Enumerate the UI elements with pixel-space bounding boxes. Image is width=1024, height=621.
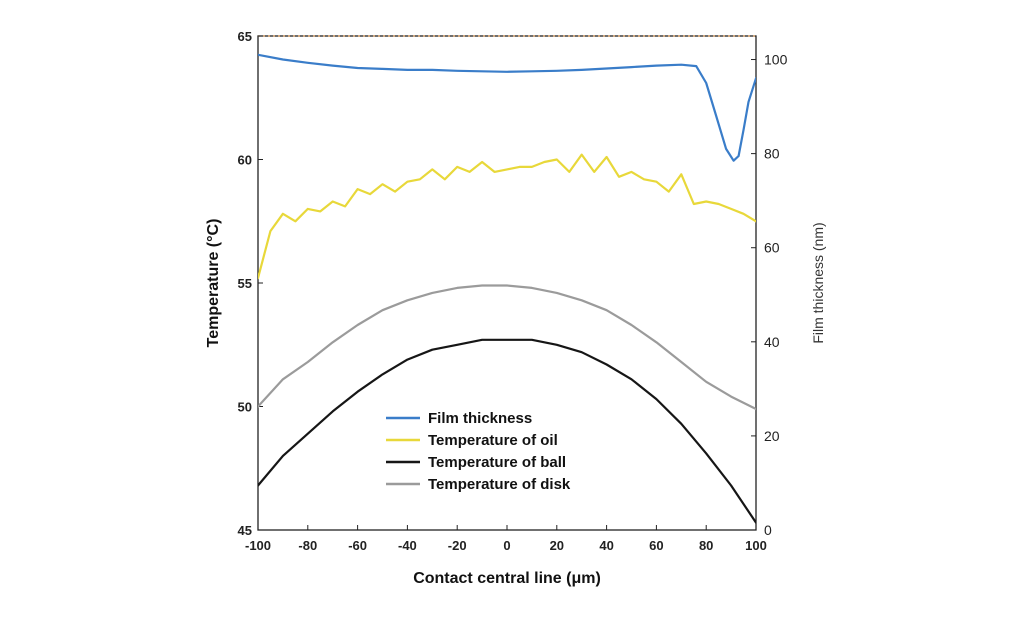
y2-tick-label: 80 (764, 146, 780, 162)
y-tick-label: 45 (238, 523, 252, 538)
x-tick-label: -100 (245, 538, 271, 553)
legend-label-temperature-of-oil: Temperature of oil (428, 432, 558, 449)
y-tick-label: 60 (238, 153, 252, 168)
y-tick-label: 65 (238, 29, 252, 44)
x-tick-label: 20 (550, 538, 564, 553)
x-tick-label: 60 (649, 538, 663, 553)
legend-label-film-thickness: Film thickness (428, 410, 532, 427)
y2-tick-label: 40 (764, 334, 780, 350)
series-line-temperature-of-disk (258, 284, 756, 411)
x-tick-label: 0 (503, 538, 510, 553)
x-tick-label: 40 (599, 538, 613, 553)
y-axis-title: Temperature (°C) (205, 219, 222, 348)
x-tick-label: 100 (745, 538, 767, 553)
y2-tick-label: 0 (764, 522, 772, 538)
legend: Film thickness Temperature of oil Temperat… (386, 410, 571, 493)
y2-tick-label: 20 (764, 428, 780, 444)
x-tick-label: -40 (398, 538, 417, 553)
y-tick-label: 50 (238, 400, 252, 415)
legend-label-temperature-of-ball: Temperature of ball (428, 454, 566, 471)
x-tick-label: -60 (348, 538, 367, 553)
x-tick-label: -20 (448, 538, 467, 553)
series-layer (258, 53, 756, 524)
series-line-temperature-of-ball (258, 338, 756, 524)
y-axis-ticks: 45 50 55 60 65 (238, 29, 263, 538)
series-line-temperature-of-oil (258, 153, 756, 280)
series-line-film-thickness (258, 53, 756, 162)
y2-tick-label: 100 (764, 52, 788, 68)
y2-tick-label: 60 (764, 240, 780, 256)
y2-axis-title: Film thickness (nm) (810, 222, 826, 343)
x-axis-title: Contact central line (μm) (413, 570, 601, 587)
x-tick-label: -80 (298, 538, 317, 553)
x-axis-ticks: -100 -80 -60 -40 -20 0 20 40 60 80 100 (245, 525, 767, 553)
y-tick-label: 55 (238, 276, 252, 291)
x-tick-label: 80 (699, 538, 713, 553)
legend-label-temperature-of-disk: Temperature of disk (428, 476, 571, 493)
y2-axis-ticks: 0 20 40 60 80 100 (751, 52, 788, 538)
